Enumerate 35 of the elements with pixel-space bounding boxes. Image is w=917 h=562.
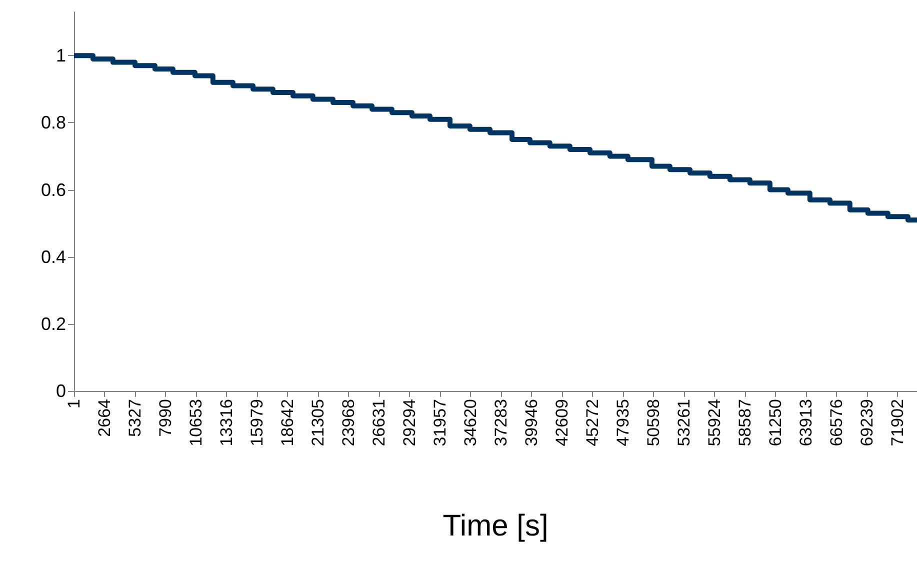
y-tick-label: 0 [56, 381, 66, 401]
x-tick-label: 34620 [461, 399, 480, 446]
x-tick-label: 69239 [858, 399, 877, 446]
y-tick-label: 0.8 [40, 112, 66, 133]
y-tick-label: 0.4 [40, 246, 66, 267]
x-tick-label: 55924 [705, 399, 724, 446]
x-tick-label: 26631 [370, 399, 389, 446]
x-tick-label: 31957 [430, 399, 450, 446]
x-tick-label: 15979 [248, 399, 267, 446]
x-tick-label: 1 [64, 399, 84, 408]
x-tick-label: 42609 [552, 399, 572, 446]
x-tick-label: 37283 [492, 399, 511, 446]
x-tick-label: 39946 [522, 399, 542, 446]
x-tick-label: 66576 [827, 399, 846, 446]
x-tick-label: 71902 [888, 399, 908, 446]
x-tick-label: 47935 [614, 399, 633, 446]
x-tick-label: 29294 [400, 399, 420, 446]
x-tick-label: 50598 [644, 399, 664, 446]
x-tick-label: 7990 [156, 399, 176, 437]
x-tick-label: 5327 [126, 399, 145, 437]
x-tick-label: 53261 [674, 399, 694, 446]
x-tick-label: 18642 [278, 399, 298, 446]
y-tick-label: 0.2 [40, 314, 66, 334]
y-tick-label: 0.6 [40, 180, 66, 200]
x-tick-label: 63913 [796, 399, 816, 446]
x-tick-label: 10653 [186, 399, 206, 446]
x-tick-label: 61250 [766, 399, 786, 446]
x-tick-label: 58587 [736, 399, 755, 446]
y-tick-label: 1 [56, 46, 66, 66]
x-tick-label: 45272 [583, 399, 602, 446]
x-tick-label: 23968 [339, 399, 358, 446]
x-tick-label: 13316 [217, 399, 236, 446]
x-tick-label: 21305 [308, 399, 328, 446]
x-axis-title: Time [s] [442, 510, 548, 542]
x-tick-label: 2664 [95, 399, 114, 437]
